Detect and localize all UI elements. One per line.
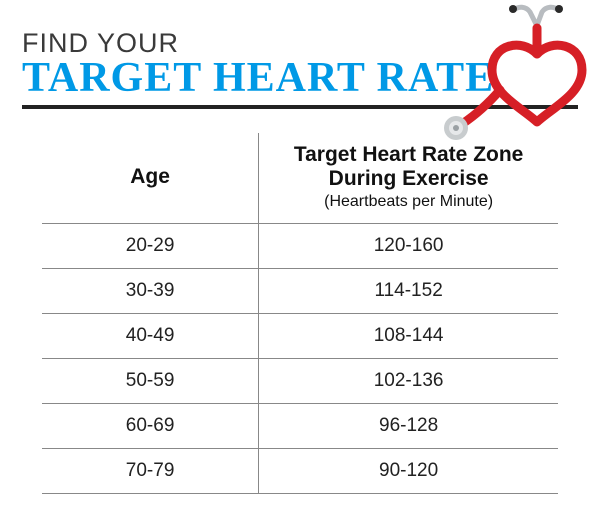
cell-rate: 102-136 — [259, 359, 558, 404]
cell-age: 60-69 — [42, 404, 259, 449]
column-header-age: Age — [42, 133, 259, 224]
column-label: Target Heart Rate Zone During Exercise — [294, 143, 524, 190]
heart-rate-table: Age Target Heart Rate Zone During Exerci… — [42, 133, 558, 494]
table-row: 60-69 96-128 — [42, 404, 558, 449]
column-label: Age — [130, 165, 170, 188]
table-row: 50-59 102-136 — [42, 359, 558, 404]
table-row: 30-39 114-152 — [42, 269, 558, 314]
cell-rate: 96-128 — [259, 404, 558, 449]
heart-rate-table-wrap: Age Target Heart Rate Zone During Exerci… — [0, 109, 600, 494]
cell-rate: 108-144 — [259, 314, 558, 359]
column-sublabel: (Heartbeats per Minute) — [267, 193, 550, 211]
cell-age: 70-79 — [42, 449, 259, 494]
title-line2: TARGET HEART RATE — [22, 57, 578, 99]
table-body: 20-29 120-160 30-39 114-152 40-49 108-14… — [42, 224, 558, 494]
cell-age: 50-59 — [42, 359, 259, 404]
cell-rate: 90-120 — [259, 449, 558, 494]
title-block: FIND YOUR TARGET HEART RATE — [0, 0, 600, 105]
cell-rate: 120-160 — [259, 224, 558, 269]
cell-age: 20-29 — [42, 224, 259, 269]
table-row: 40-49 108-144 — [42, 314, 558, 359]
table-row: 70-79 90-120 — [42, 449, 558, 494]
cell-age: 40-49 — [42, 314, 259, 359]
table-row: 20-29 120-160 — [42, 224, 558, 269]
table-header-row: Age Target Heart Rate Zone During Exerci… — [42, 133, 558, 224]
cell-age: 30-39 — [42, 269, 259, 314]
column-header-target-zone: Target Heart Rate Zone During Exercise (… — [259, 133, 558, 224]
cell-rate: 114-152 — [259, 269, 558, 314]
